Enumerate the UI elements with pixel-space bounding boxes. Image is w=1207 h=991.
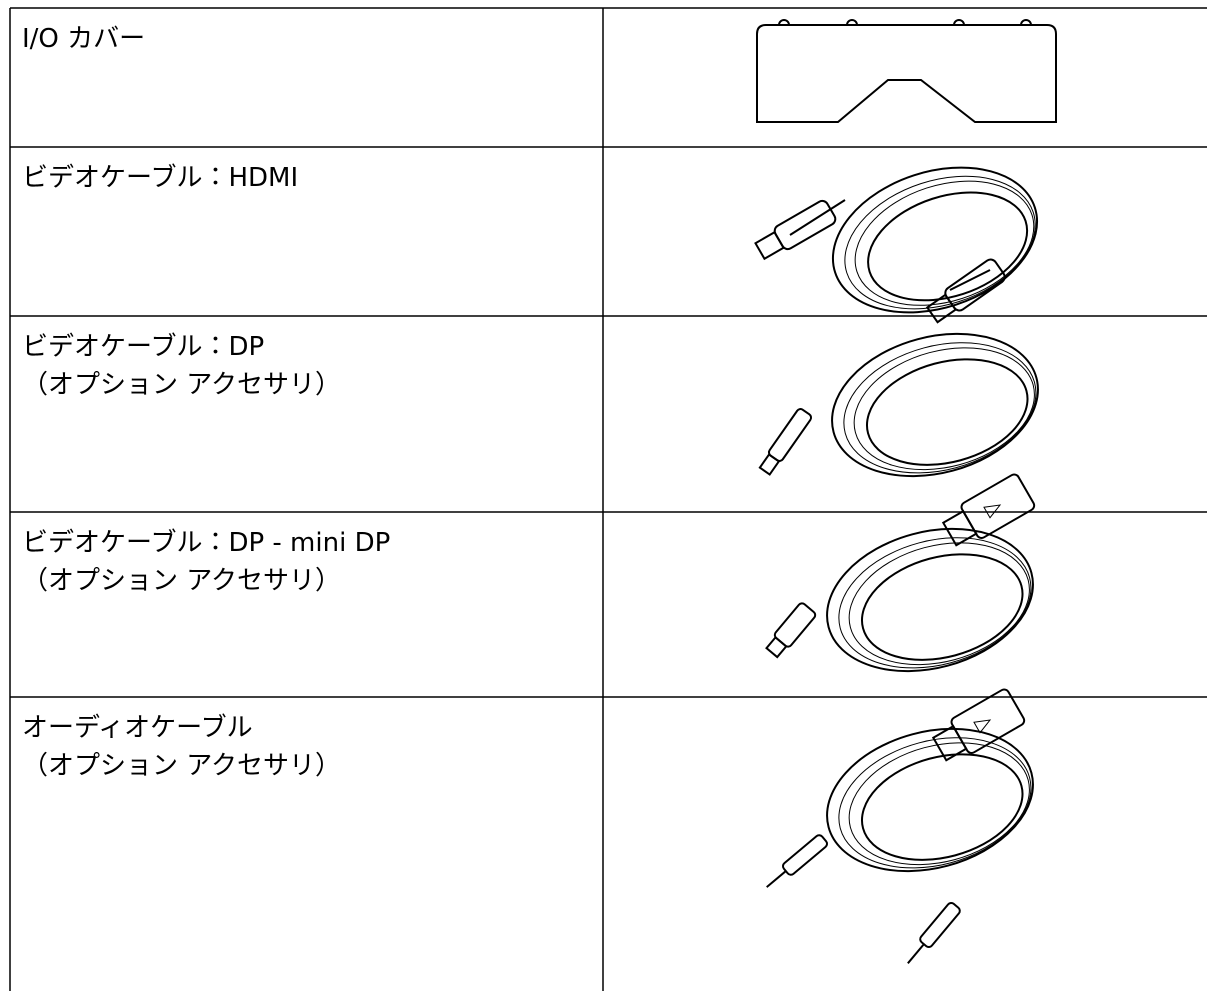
- item-note: （オプション アクセサリ）: [22, 751, 341, 781]
- item-label: ビデオケーブル：HDMI: [22, 163, 299, 193]
- hdmi-cable-illustration: [754, 141, 1057, 339]
- io-cover-illustration: [756, 19, 1057, 123]
- item-note: （オプション アクセサリ）: [22, 370, 341, 400]
- table-grid: [9, 7, 1207, 991]
- dp-cable-illustration: [758, 311, 1056, 547]
- item-cell: I/O カバー: [10, 8, 603, 58]
- item-cell: ビデオケーブル：HDMI: [10, 147, 603, 197]
- dp-mini-dp-cable-illustration: [765, 506, 1051, 762]
- item-cell: オーディオケーブル （オプション アクセサリ）: [10, 697, 603, 785]
- item-cell: ビデオケーブル：DP （オプション アクセサリ）: [10, 316, 603, 404]
- item-note: （オプション アクセサリ）: [22, 566, 341, 596]
- item-label: ビデオケーブル：DP: [22, 332, 265, 362]
- item-label: オーディオケーブル: [22, 713, 253, 743]
- item-label: ビデオケーブル：DP - mini DP: [22, 528, 391, 558]
- audio-cable-illustration: [766, 706, 1051, 964]
- item-label: I/O カバー: [22, 24, 146, 54]
- item-cell: ビデオケーブル：DP - mini DP （オプション アクセサリ）: [10, 512, 603, 600]
